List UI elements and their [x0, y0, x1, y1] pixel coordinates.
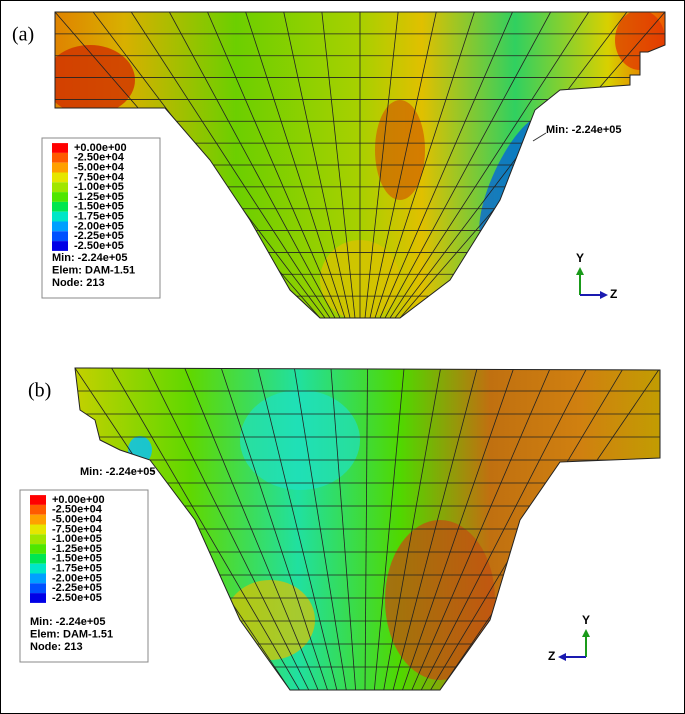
legend-swatch	[52, 211, 68, 222]
legend-swatch	[30, 504, 46, 515]
info-text: Elem: DAM-1.51	[30, 628, 113, 640]
legend-swatch	[30, 544, 46, 554]
legend-label: -2.00e+05	[74, 220, 124, 232]
legend-swatch	[52, 221, 68, 232]
annotation-leader	[532, 132, 547, 142]
legend-swatch	[52, 162, 68, 173]
axis-y-label: Y	[576, 251, 584, 265]
axis-y-label: Y	[582, 613, 590, 627]
legend-label: -1.00e+05	[74, 181, 124, 193]
legend-swatch	[52, 241, 68, 251]
axis-z-label: Z	[548, 649, 555, 663]
legend-label: -2.50e+04	[74, 152, 125, 164]
arrow-z	[600, 291, 608, 299]
arrow-z	[558, 653, 566, 661]
legend-label: -1.50e+05	[74, 201, 124, 213]
legend-label: -1.50e+05	[52, 553, 102, 565]
legend-label: -1.75e+05	[52, 563, 102, 575]
legend-label: -2.25e+05	[52, 582, 102, 594]
legend-label: +0.00e+00	[74, 142, 127, 154]
legend-swatch	[52, 201, 68, 212]
legend-swatch	[30, 583, 46, 594]
dam-b-outline	[74, 367, 661, 691]
legend-label: -1.00e+05	[52, 533, 102, 545]
legend-label: -2.25e+05	[74, 230, 124, 242]
legend-swatch	[30, 514, 46, 525]
legend-label: -7.50e+04	[74, 171, 125, 183]
legend-label: -1.25e+05	[74, 191, 124, 203]
legend-swatch	[30, 593, 46, 603]
legend-swatch	[30, 495, 46, 505]
legend-label: -5.00e+04	[52, 514, 103, 526]
min-annotation: Min: -2.24e+05	[546, 124, 622, 136]
legend-label: +0.00e+00	[52, 494, 105, 506]
legend-swatch	[52, 182, 68, 193]
legend-label: -2.50e+05	[74, 240, 124, 252]
info-text: Elem: DAM-1.51	[52, 264, 135, 276]
legend-swatch	[52, 172, 68, 183]
panel-label: (b)	[28, 380, 51, 402]
legend-swatch	[52, 192, 68, 202]
legend-swatch	[30, 563, 46, 574]
arrow-y	[582, 629, 590, 637]
legend-label: -1.75e+05	[74, 211, 124, 223]
axis-z-label: Z	[610, 287, 617, 301]
legend-label: -2.00e+05	[52, 572, 102, 584]
legend-label: -5.00e+04	[74, 162, 125, 174]
info-text: Node: 213	[52, 277, 105, 289]
arrow-y	[576, 267, 584, 275]
legend-swatch	[30, 524, 46, 535]
panel-label: (a)	[12, 24, 34, 46]
legend-label: -7.50e+04	[52, 523, 103, 535]
legend-label: -2.50e+05	[52, 592, 102, 604]
dam-a-outline	[54, 11, 666, 319]
min-annotation: Min: -2.24e+05	[80, 466, 156, 478]
legend-swatch	[30, 534, 46, 545]
legend-swatch	[52, 143, 68, 153]
info-text: Node: 213	[30, 641, 83, 653]
info-text: Min: -2.24e+05	[52, 252, 128, 264]
legend-swatch	[30, 553, 46, 564]
legend-swatch	[52, 152, 68, 163]
annotation-leader	[149, 469, 155, 473]
legend-label: -2.50e+04	[52, 504, 103, 516]
info-text: Min: -2.24e+05	[30, 616, 106, 628]
legend-swatch	[30, 573, 46, 584]
legend-label: -1.25e+05	[52, 543, 102, 555]
legend-swatch	[52, 231, 68, 242]
